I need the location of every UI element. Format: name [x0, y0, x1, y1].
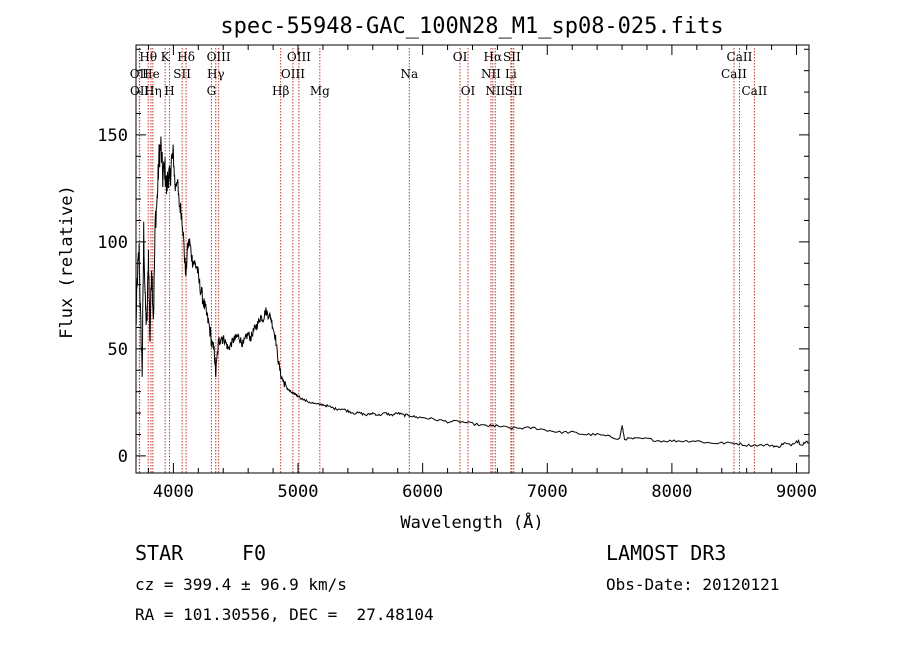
line-marker-label: Mg	[310, 84, 330, 98]
x-tick-label: 8000	[651, 482, 692, 502]
line-marker-label: K	[161, 50, 171, 64]
y-tick-label: 0	[118, 447, 128, 467]
line-marker-label: SII	[505, 84, 523, 98]
x-tick-label: 9000	[776, 482, 817, 502]
line-marker-label: Hδ	[177, 50, 195, 64]
redshift-info: cz = 399.4 ± 96.9 km/s	[135, 575, 347, 594]
obs-date: Obs-Date: 20120121	[606, 575, 779, 594]
line-marker-label: CaII	[727, 50, 753, 64]
line-marker-label: OIII	[287, 50, 311, 64]
line-marker-label: SII	[503, 50, 521, 64]
line-marker-label: OI	[461, 84, 476, 98]
line-marker-label: OII	[130, 67, 150, 81]
y-tick-label: 150	[97, 126, 128, 146]
spectrum-line	[135, 136, 810, 449]
line-marker-label: NII	[481, 67, 501, 81]
object-class: STAR	[135, 541, 184, 565]
line-marker-label: OIII	[207, 50, 231, 64]
line-marker-label: OII	[130, 84, 150, 98]
line-marker-label: CaII	[721, 67, 747, 81]
survey-name: LAMOST DR3	[606, 541, 726, 565]
line-marker-label: CaII	[741, 84, 767, 98]
x-tick-label: 6000	[402, 482, 443, 502]
line-marker-label: NII	[485, 84, 505, 98]
line-marker-label: G	[207, 84, 217, 98]
line-marker-label: OIII	[281, 67, 305, 81]
line-marker-label: He	[142, 67, 160, 81]
line-marker-label: Hβ	[272, 84, 289, 98]
x-tick-label: 4000	[153, 482, 194, 502]
line-marker-label: Na	[400, 67, 418, 81]
line-marker-label: SII	[173, 67, 191, 81]
plot-frame	[135, 44, 810, 474]
line-marker-label: Hγ	[207, 67, 225, 81]
line-marker-label: Hα	[484, 50, 503, 64]
x-axis-label: Wavelength (Å)	[400, 511, 543, 533]
chart-title: spec-55948-GAC_100N28_M1_sp08-025.fits	[220, 14, 723, 39]
y-tick-label: 100	[97, 233, 128, 253]
line-marker-label: Hη	[144, 84, 162, 98]
y-axis-ticks: 0 50 100 150	[97, 48, 809, 467]
line-marker-label: H	[164, 84, 174, 98]
x-tick-label: 5000	[278, 482, 319, 502]
line-marker-label: OI	[453, 50, 468, 64]
x-axis-ticks: 4000 5000 6000 7000 8000 9000	[147, 45, 817, 502]
line-marker-label: Li	[505, 67, 517, 81]
object-subclass: F0	[242, 541, 266, 565]
spectral-line-markers	[138, 48, 755, 473]
x-tick-label: 7000	[527, 482, 568, 502]
line-marker-label: Hθ	[139, 50, 157, 64]
y-tick-label: 50	[108, 340, 128, 360]
coordinates-info: RA = 101.30556, DEC = 27.48104	[135, 605, 434, 624]
y-axis-label: Flux (relative)	[57, 185, 77, 339]
